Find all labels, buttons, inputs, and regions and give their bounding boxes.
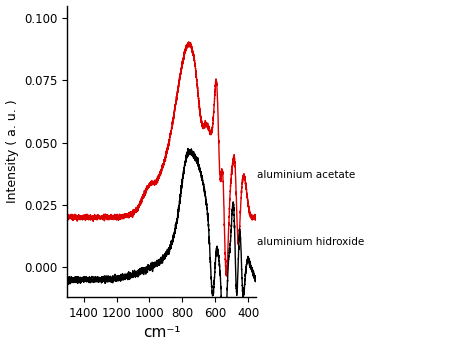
Y-axis label: Intensity ( a. u. ): Intensity ( a. u. ) (6, 100, 18, 203)
X-axis label: cm⁻¹: cm⁻¹ (143, 326, 181, 340)
Text: aluminium acetate: aluminium acetate (256, 170, 355, 180)
Text: aluminium hidroxide: aluminium hidroxide (256, 237, 364, 247)
